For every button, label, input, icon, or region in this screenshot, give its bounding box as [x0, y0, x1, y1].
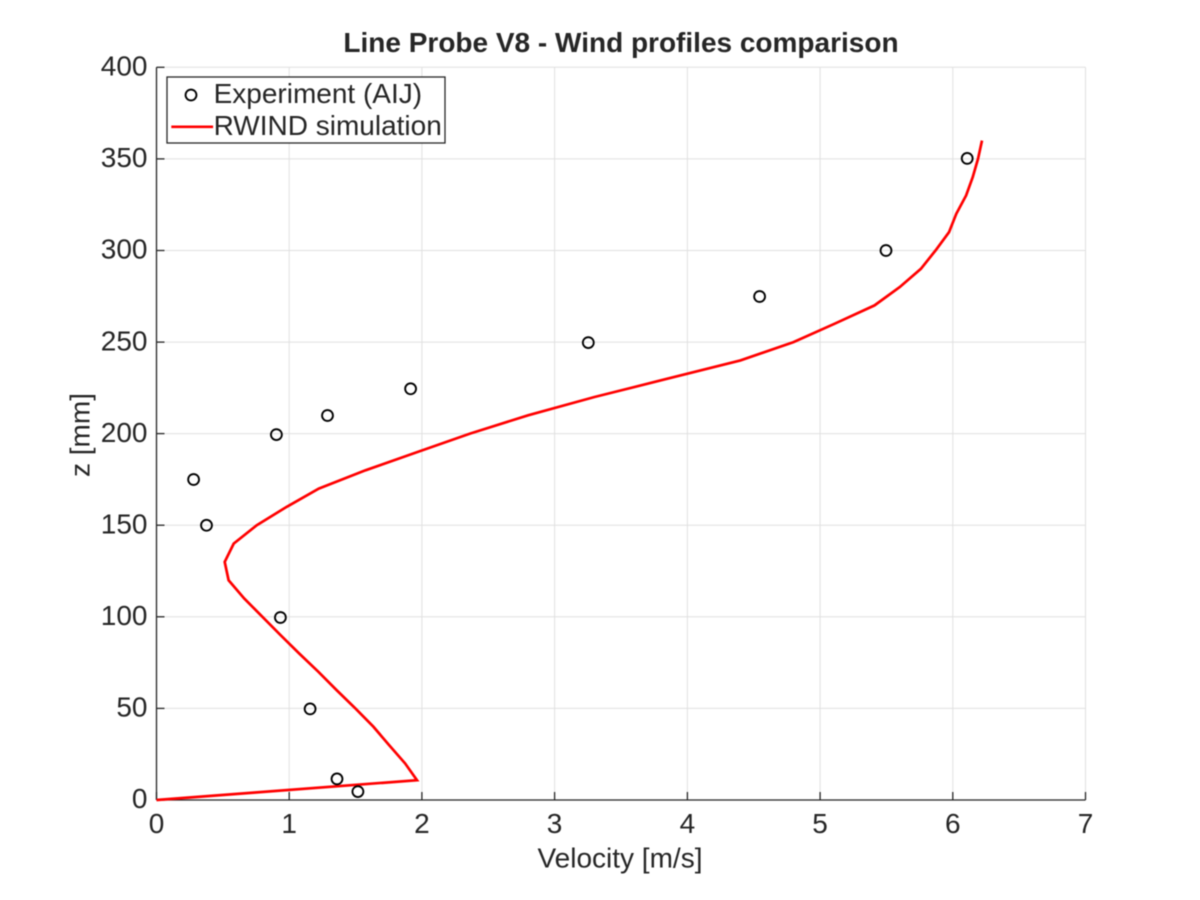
svg-text:2: 2	[414, 808, 430, 839]
svg-text:200: 200	[101, 417, 148, 448]
svg-text:5: 5	[812, 808, 828, 839]
svg-text:0: 0	[149, 808, 165, 839]
svg-text:400: 400	[101, 51, 148, 82]
svg-text:1: 1	[281, 808, 297, 839]
svg-text:z [mm]: z [mm]	[64, 393, 95, 477]
svg-text:250: 250	[101, 325, 148, 356]
svg-text:0: 0	[132, 783, 148, 814]
svg-text:300: 300	[101, 234, 148, 265]
svg-text:Line Probe V8 - Wind profiles: Line Probe V8 - Wind profiles comparison	[343, 27, 898, 58]
svg-text:Experiment (AIJ): Experiment (AIJ)	[214, 78, 423, 109]
svg-text:50: 50	[116, 692, 147, 723]
svg-text:3: 3	[547, 808, 563, 839]
svg-text:Velocity [m/s]: Velocity [m/s]	[538, 842, 703, 873]
svg-text:4: 4	[680, 808, 696, 839]
svg-text:7: 7	[1078, 808, 1094, 839]
svg-text:350: 350	[101, 142, 148, 173]
svg-text:6: 6	[945, 808, 961, 839]
svg-text:RWIND simulation: RWIND simulation	[214, 110, 442, 141]
svg-text:150: 150	[101, 508, 148, 539]
svg-text:100: 100	[101, 600, 148, 631]
